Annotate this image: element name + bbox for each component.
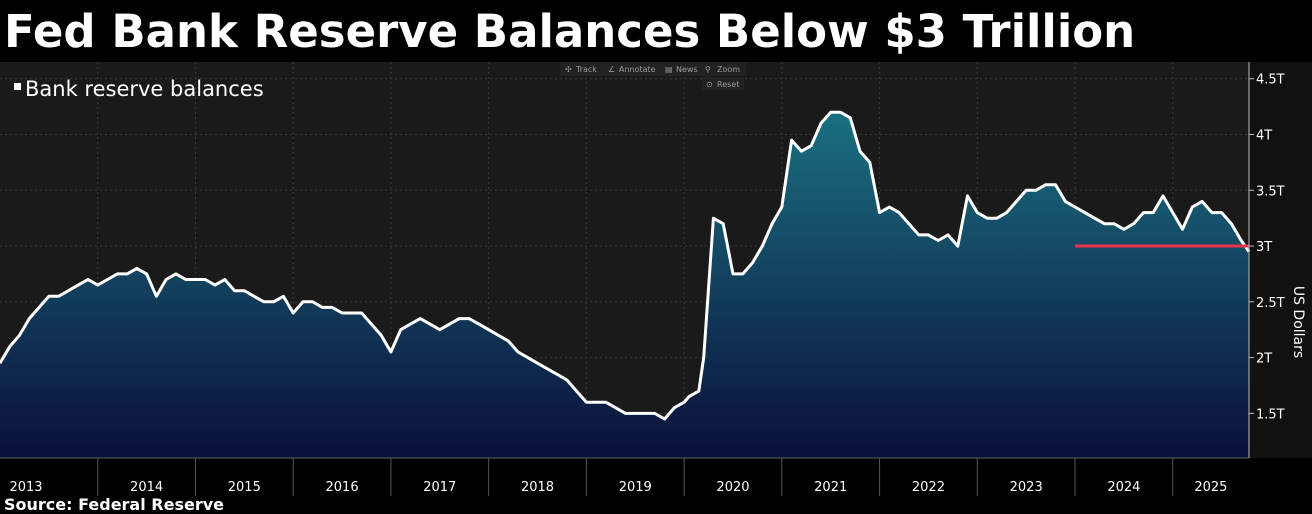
reset-icon: ⊙ <box>706 80 713 89</box>
series-line <box>0 110 1251 421</box>
x-tick-label: 2015 <box>228 480 261 495</box>
x-tick-label: 2021 <box>814 480 847 495</box>
x-tick-label: 2024 <box>1107 480 1140 495</box>
x-axis: 2013 2014 2015 2016 2017 2018 2019 2020 2021 2022… <box>0 457 1312 496</box>
x-tick-label: 2018 <box>521 480 554 495</box>
legend-label: Bank reserve balances <box>25 77 264 101</box>
track-label: Track <box>575 65 597 74</box>
zoom-label: Zoom <box>717 65 740 74</box>
reset-button[interactable]: ⊙ Reset <box>702 77 744 90</box>
y-axis-title: US Dollars <box>1290 286 1306 358</box>
annotate-button[interactable]: ∠ Annotate <box>608 65 656 74</box>
x-tick-label: 2020 <box>716 480 749 495</box>
x-tick-label: 2019 <box>619 480 652 495</box>
y-tick-label: 3T <box>1256 240 1272 255</box>
x-tick-label: 2013 <box>9 480 42 495</box>
legend-swatch <box>14 83 21 90</box>
y-tick-label: 4T <box>1256 129 1272 144</box>
x-tick-label: 2016 <box>326 480 359 495</box>
y-tick-label: 2T <box>1256 352 1272 367</box>
x-tick-label: 2022 <box>912 480 945 495</box>
y-tick-label: 4.5T <box>1256 73 1285 88</box>
reset-button-bg <box>702 77 744 90</box>
y-tick-label: 1.5T <box>1256 407 1285 422</box>
y-axis: 1.5T 2T 2.5T 3T 3.5T 4T 4.5T <box>1248 62 1285 458</box>
track-icon: ✣ <box>565 65 572 74</box>
chart-toolbar: ✣ Track ∠ Annotate ▤ News ⚲ Zoom ⊙ Reset <box>560 62 746 90</box>
zoom-icon: ⚲ <box>705 65 711 74</box>
x-axis-band <box>0 458 1312 496</box>
y-tick-label: 3.5T <box>1256 184 1285 199</box>
title-bar: Fed Bank Reserve Balances Below $3 Trill… <box>0 0 1312 62</box>
toolbar-background <box>560 62 746 76</box>
track-button[interactable]: ✣ Track <box>565 65 597 74</box>
zoom-button[interactable]: ⚲ Zoom <box>705 65 740 74</box>
annotate-label: Annotate <box>619 65 656 74</box>
news-label: News <box>676 65 698 74</box>
reset-label: Reset <box>717 80 739 89</box>
x-tick-label: 2025 <box>1194 480 1227 495</box>
y-tick-label: 2.5T <box>1256 296 1285 311</box>
series-area <box>0 112 1249 458</box>
chart-title: Fed Bank Reserve Balances Below $3 Trill… <box>4 5 1136 58</box>
legend: Bank reserve balances <box>14 77 264 101</box>
right-axis-panel <box>1249 62 1312 496</box>
x-tick-label: 2023 <box>1010 480 1043 495</box>
x-tick-label: 2014 <box>130 480 163 495</box>
news-icon: ▤ <box>665 65 673 74</box>
source-note: Source: Federal Reserve <box>4 495 224 514</box>
news-button[interactable]: ▤ News <box>665 65 698 74</box>
x-tick-label: 2017 <box>423 480 456 495</box>
annotate-icon: ∠ <box>608 65 615 74</box>
